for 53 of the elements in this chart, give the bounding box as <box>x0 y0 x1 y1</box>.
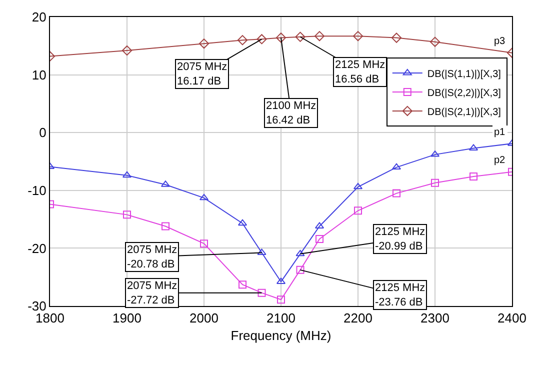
annotation: 2125 MHz -20.99 dB <box>375 226 426 252</box>
point <box>353 182 363 190</box>
legend-label: DB(|S(1,1)|)[X,3] <box>427 68 502 80</box>
point <box>295 32 306 42</box>
x-tick-label: 2300 <box>420 310 450 326</box>
point <box>122 45 132 56</box>
annotation: p2 <box>494 155 506 166</box>
point <box>200 240 208 248</box>
point <box>296 250 305 256</box>
point <box>431 178 439 187</box>
point <box>256 34 267 44</box>
point <box>238 280 246 289</box>
point <box>430 36 440 47</box>
annotation: 2125 MHz -23.76 dB <box>375 282 426 308</box>
annotation: p1 <box>494 127 506 138</box>
point <box>258 288 266 297</box>
point <box>392 163 402 170</box>
point <box>296 266 304 274</box>
point <box>237 35 248 46</box>
annotation: 2125 MHz 16.56 dB <box>335 59 386 86</box>
x-tick-label: 2200 <box>344 310 372 326</box>
point <box>123 210 131 219</box>
point <box>122 171 132 178</box>
legend-label: DB(|S(2,1)|)[X,3] <box>427 106 502 118</box>
annotation: 2100 MHz 16.42 dB <box>266 100 316 126</box>
y-tick-label: -20 <box>28 240 46 256</box>
point <box>199 194 209 200</box>
point <box>354 206 362 215</box>
point <box>238 219 248 226</box>
point <box>470 172 478 181</box>
annotation: p3 <box>494 36 506 47</box>
x-axis-title: Frequency (MHz) <box>230 328 332 344</box>
y-tick-label: 20 <box>32 10 46 25</box>
point <box>391 32 402 43</box>
point <box>277 296 285 304</box>
point <box>276 32 286 43</box>
legend-label: DB(|S(2,2)|)[X,3] <box>427 88 502 99</box>
y-tick-label: 0 <box>39 125 46 140</box>
annotation: 2075 MHz -20.78 dB <box>127 244 178 270</box>
point <box>316 234 324 243</box>
point <box>198 38 210 49</box>
point <box>162 222 170 230</box>
x-tick-label: 1900 <box>112 310 142 326</box>
y-tick-label: 10 <box>32 67 46 82</box>
annotation: 2075 MHz -27.72 dB <box>127 280 178 306</box>
y-tick-label: -10 <box>28 182 46 198</box>
point <box>392 189 400 198</box>
x-tick-label: 2000 <box>190 310 218 326</box>
point <box>352 31 364 42</box>
x-tick-label: 2400 <box>498 310 526 326</box>
point <box>314 31 325 42</box>
annotation: 2075 MHz 16.17 dB <box>177 61 228 88</box>
x-tick-label: 2100 <box>266 310 296 326</box>
